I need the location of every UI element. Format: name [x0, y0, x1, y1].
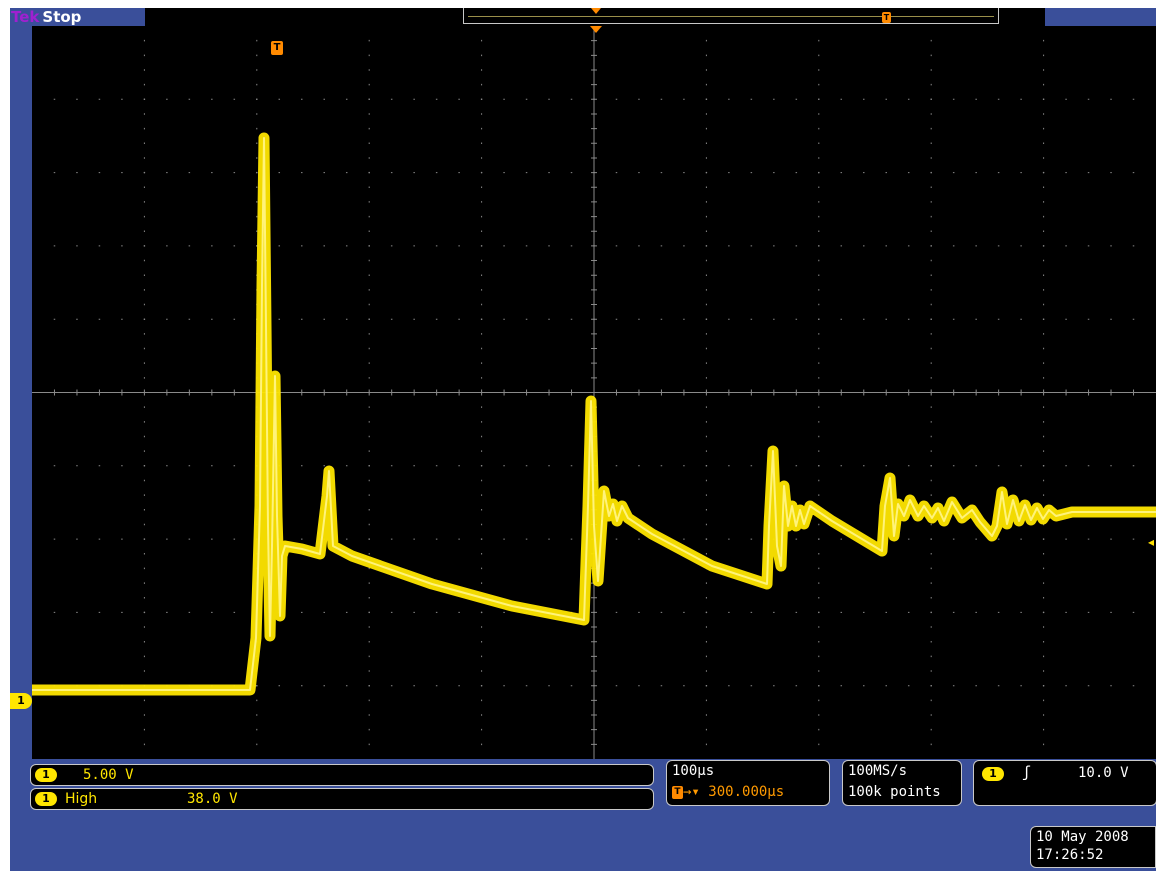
ch1-ground-marker[interactable]: 1 [10, 693, 32, 709]
date: 10 May 2008 [1036, 829, 1129, 845]
trigger-level-arrow-icon[interactable]: ◂ [1147, 535, 1154, 549]
horizontal-position: 300.000µs [708, 784, 785, 800]
record-trigger-marker: T [882, 12, 891, 23]
horizontal-readout[interactable]: 100µs T →▾ 300.000µs [666, 760, 830, 806]
horizontal-position-line: T →▾ 300.000µs [672, 784, 784, 800]
expansion-point-marker-icon [590, 26, 602, 33]
ch1-badge: 1 [35, 768, 57, 782]
time: 17:26:52 [1036, 847, 1104, 863]
ch1-limit-value: 38.0 V [187, 791, 238, 807]
ch1-vertical-scale: 5.00 V [83, 767, 134, 783]
trigger-position-marker[interactable]: T [271, 41, 283, 55]
horizontal-scale: 100µs [672, 763, 715, 779]
acquisition-readout[interactable]: 100MS/s 100k points [842, 760, 962, 806]
record-length: 100k points [848, 784, 941, 800]
delay-arrow-icon: →▾ [683, 784, 700, 800]
ch1-vertical-readout[interactable]: 1 5.00 V [30, 764, 654, 786]
status-bar: Tek Stop T [10, 8, 1156, 26]
ch1-badge: 1 [35, 792, 57, 806]
brand-logo: Tek [11, 8, 40, 26]
date-time-readout: 10 May 2008 17:26:52 [1030, 826, 1156, 868]
ch1-waveform-trace [32, 137, 1156, 691]
record-view-line [468, 16, 994, 17]
graticule-grid [32, 26, 1156, 759]
record-center-marker-icon [591, 8, 601, 14]
ch1-limit-readout[interactable]: 1 High 38.0 V [30, 788, 654, 810]
acquisition-state[interactable]: Stop [42, 8, 82, 26]
ch1-limit-label: High [65, 791, 98, 807]
trigger-level: 10.0 V [1078, 765, 1129, 781]
oscilloscope-screen: Tek Stop T T ◂ 1 1 5.00 V 1 High 38.0 V 1… [10, 8, 1156, 871]
sample-rate: 100MS/s [848, 763, 908, 779]
trigger-badge: T [672, 785, 683, 799]
rising-slope-icon: ʃ [1022, 763, 1032, 781]
trigger-source-badge: 1 [982, 767, 1004, 781]
record-view-window[interactable]: T [463, 8, 999, 24]
waveform-graticule[interactable]: T ◂ 1 [10, 26, 1156, 759]
status-label: Tek Stop [10, 8, 81, 26]
trigger-readout[interactable]: 1 ʃ 10.0 V [973, 760, 1156, 806]
